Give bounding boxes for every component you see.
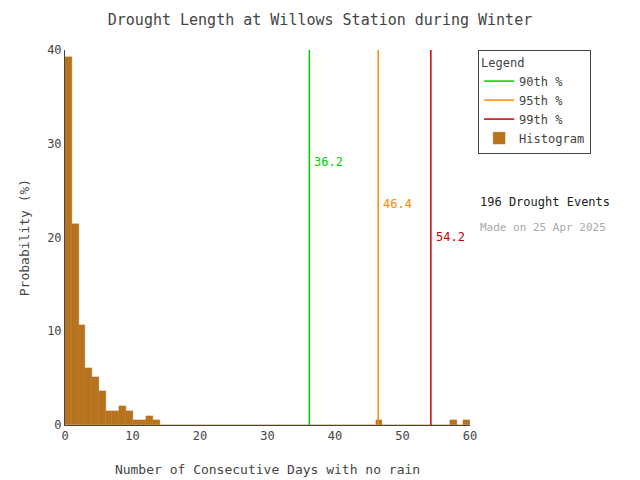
svg-text:10: 10 <box>125 429 139 443</box>
svg-text:0: 0 <box>54 418 61 432</box>
svg-text:99th %: 99th % <box>519 113 563 127</box>
svg-text:54.2: 54.2 <box>436 230 465 244</box>
svg-text:50: 50 <box>395 429 409 443</box>
svg-text:95th %: 95th % <box>519 94 563 108</box>
svg-text:60: 60 <box>463 429 477 443</box>
svg-text:30: 30 <box>47 137 61 151</box>
svg-text:90th %: 90th % <box>519 75 563 89</box>
svg-text:Legend: Legend <box>481 56 524 70</box>
svg-text:46.4: 46.4 <box>383 197 412 211</box>
svg-text:40: 40 <box>47 43 61 57</box>
svg-text:Number of Consecutive Days wit: Number of Consecutive Days with no rain <box>115 462 420 477</box>
svg-text:30: 30 <box>260 429 274 443</box>
svg-text:20: 20 <box>47 231 61 245</box>
svg-text:Probability (%): Probability (%) <box>17 179 32 296</box>
svg-text:Drought Length at Willows Stat: Drought Length at Willows Station during… <box>108 11 532 29</box>
svg-text:0: 0 <box>61 429 68 443</box>
svg-text:40: 40 <box>328 429 342 443</box>
svg-text:Made on 25 Apr 2025: Made on 25 Apr 2025 <box>480 221 606 234</box>
svg-text:196 Drought Events: 196 Drought Events <box>480 195 610 209</box>
svg-text:20: 20 <box>193 429 207 443</box>
svg-text:10: 10 <box>47 324 61 338</box>
svg-text:36.2: 36.2 <box>314 155 343 169</box>
svg-text:Histogram: Histogram <box>519 132 584 146</box>
